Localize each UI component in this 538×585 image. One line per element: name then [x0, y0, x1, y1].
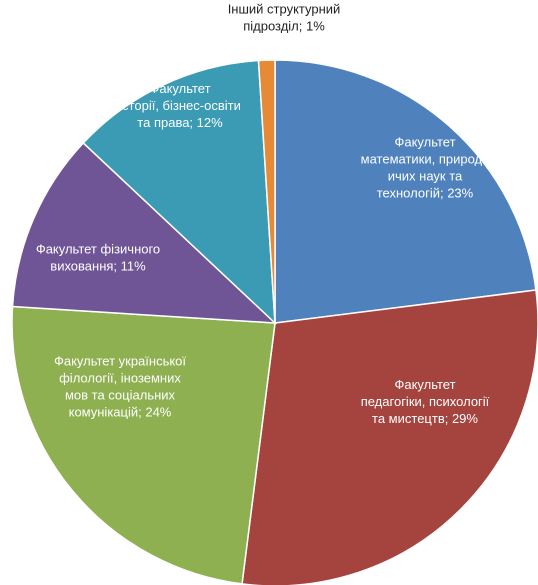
slice-label-line: комунікацій; 24%: [69, 405, 172, 420]
pie-slice-1: [274, 59, 537, 324]
pie-slice-6: [257, 59, 276, 324]
slice-label-line: Факультет фізичного: [36, 242, 160, 257]
slice-label-line: підрозділ; 1%: [243, 19, 325, 34]
pie-slice-3: [11, 305, 276, 585]
slice-label-line: мов та соціальних: [65, 388, 176, 403]
slice-label-line: Факультет: [394, 377, 455, 392]
slice-label-2: Факультет педагогіки, психології та мистец…: [361, 377, 490, 426]
slice-label-4: Факультет фізичного виховання; 11%: [36, 242, 160, 274]
slice-label-line: Факультет української: [54, 354, 186, 369]
slice-label-line: та мистецтв; 29%: [372, 411, 478, 426]
slice-label-line: історії, бізнес-освіти: [119, 98, 241, 113]
slice-label-line: та права; 12%: [137, 115, 223, 130]
slice-label-6: Інший структурний підрозділ; 1%: [228, 2, 341, 34]
slice-label-line: ичих наук та: [388, 169, 463, 184]
pie-slice-5: [82, 59, 276, 325]
slice-label-line: Факультет: [149, 81, 210, 96]
labels-layer: Факультет математики, природн ичих наук та…: [36, 2, 490, 427]
slice-label-line: Факультет: [394, 135, 455, 150]
slice-label-line: виховання; 11%: [50, 259, 146, 274]
slice-label-1: Факультет математики, природн ичих наук та…: [361, 135, 490, 201]
slice-label-5: Факультет історії, бізнес-освіти та права;…: [119, 81, 241, 130]
slice-label-line: технологій; 23%: [377, 186, 474, 201]
slice-label-line: філології, іноземних: [59, 371, 181, 386]
slice-label-3: Факультет української філології, іноземни…: [54, 354, 186, 420]
slice-label-line: Інший структурний: [228, 2, 341, 17]
pie-slice-2: [241, 289, 538, 585]
slice-label-line: педагогіки, психології: [361, 394, 490, 409]
pie-slice-4: [11, 141, 278, 324]
slice-label-line: математики, природн: [361, 152, 490, 167]
slices-layer: [11, 59, 538, 585]
